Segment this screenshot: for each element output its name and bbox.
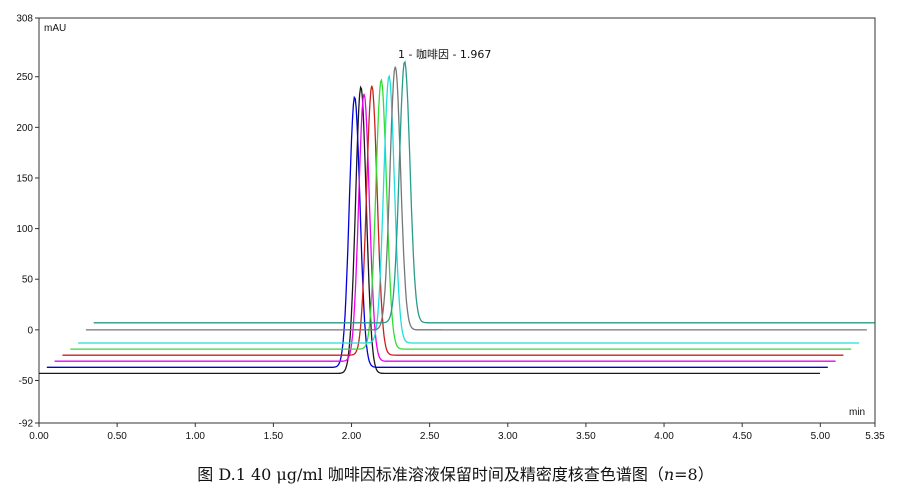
caption-prefix: 图 D.1 40 μg/ml 咖啡因标准溶液保留时间及精密度核查色谱图（ — [197, 465, 664, 484]
x-tick-label-10: 5.00 — [811, 431, 831, 442]
x-axis: 0.00 0.50 1.00 1.50 2.00 2.50 3.00 3.50 4.00 4.50… — [29, 423, 885, 442]
plot-area-frame — [38, 17, 876, 424]
caption-suffix: =8） — [674, 465, 714, 484]
x-tick-label-6: 3.00 — [498, 431, 518, 442]
trace-5 — [70, 78, 852, 350]
trace-1 — [39, 85, 820, 375]
y-tick-label-2: 200 — [16, 123, 33, 134]
x-tick-label-0: 0.00 — [29, 431, 49, 442]
x-tick-label-1: 0.50 — [107, 431, 127, 442]
figure-caption: 图 D.1 40 μg/ml 咖啡因标准溶液保留时间及精密度核查色谱图（n=8） — [0, 461, 911, 485]
x-tick-label-9: 4.50 — [732, 431, 752, 442]
trace-2 — [46, 95, 828, 368]
x-axis-unit-label: min — [849, 407, 865, 418]
y-tick-label-4: 100 — [16, 224, 33, 235]
trace-8 — [93, 60, 875, 324]
x-tick-label-4: 2.00 — [342, 431, 362, 442]
chromatogram-chart: 308 250 200 150 100 50 0 -50 -92 0.00 0.50 1.00 1.5… — [16, 14, 885, 443]
y-tick-label-8: -92 — [19, 419, 34, 430]
y-tick-label-6: 0 — [27, 325, 33, 336]
y-axis-unit-label: mAU — [44, 23, 66, 34]
traces-group — [39, 60, 875, 375]
y-axis: 308 250 200 150 100 50 0 -50 -92 — [16, 14, 39, 430]
trace-6 — [78, 74, 860, 344]
y-tick-label-1: 250 — [16, 72, 33, 83]
peak-annotation-label: 1 - 咖啡因 - 1.967 — [398, 47, 491, 61]
x-tick-label-7: 3.50 — [576, 431, 596, 442]
trace-7 — [85, 66, 867, 331]
x-tick-label-3: 1.50 — [264, 431, 284, 442]
x-tick-label-11: 5.35 — [865, 431, 885, 442]
trace-3 — [54, 93, 836, 362]
y-tick-label-7: -50 — [19, 376, 34, 387]
y-tick-label-3: 150 — [16, 173, 33, 184]
y-tick-label-0: 308 — [16, 14, 33, 25]
x-tick-label-2: 1.00 — [186, 431, 206, 442]
trace-4 — [62, 85, 844, 356]
caption-n-variable: n — [663, 465, 675, 484]
x-tick-label-5: 2.50 — [420, 431, 440, 442]
x-tick-label-8: 4.00 — [654, 431, 674, 442]
y-tick-label-5: 50 — [22, 275, 34, 286]
chromatogram-svg: 308 250 200 150 100 50 0 -50 -92 0.00 0.50 1.00 1.5… — [16, 14, 885, 443]
